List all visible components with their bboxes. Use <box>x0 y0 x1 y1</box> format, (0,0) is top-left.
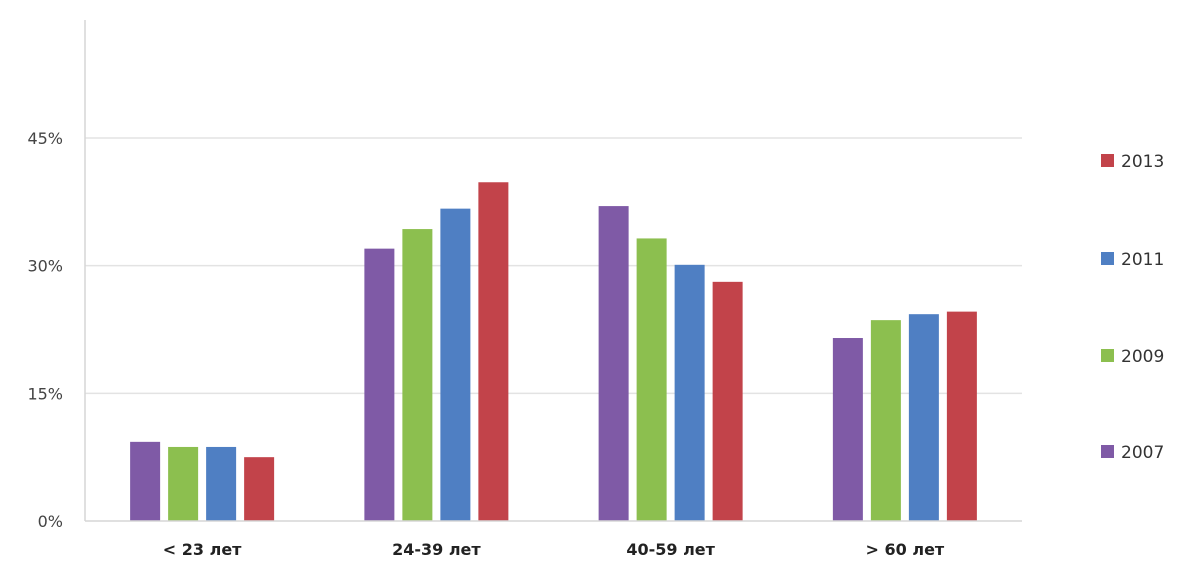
bar-2007-1 <box>130 441 161 521</box>
bar-2013-1 <box>244 457 275 521</box>
bar-2011-4 <box>908 314 939 521</box>
bar-2013-4 <box>946 311 977 521</box>
y-tick-label: 45% <box>27 129 63 148</box>
x-category-label: < 23 лет <box>163 540 242 559</box>
bar-2009-4 <box>870 320 901 521</box>
bar-2011-1 <box>206 446 237 521</box>
bar-2013-3 <box>712 281 743 521</box>
legend-swatch-2013 <box>1101 154 1114 167</box>
bar-2009-2 <box>402 229 433 521</box>
x-category-label: > 60 лет <box>866 540 945 559</box>
bar-2011-3 <box>674 264 705 521</box>
legend-label-2009: 2009 <box>1121 347 1164 367</box>
legend-label-2007: 2007 <box>1121 443 1164 463</box>
legend-swatch-2007 <box>1101 445 1114 458</box>
legend-swatch-2009 <box>1101 349 1114 362</box>
bar-2007-4 <box>832 338 863 521</box>
y-tick-label: 15% <box>27 384 63 403</box>
legend-label-2011: 2011 <box>1121 250 1164 270</box>
bar-2007-2 <box>364 248 395 521</box>
legend-swatch-2011 <box>1101 252 1114 265</box>
bar-2009-3 <box>636 238 667 522</box>
bar-2009-1 <box>168 446 199 521</box>
bars <box>130 182 977 522</box>
y-tick-label: 30% <box>27 257 63 276</box>
y-tick-label: 0% <box>38 512 63 531</box>
bar-2013-2 <box>478 182 509 521</box>
legend-label-2013: 2013 <box>1121 152 1164 172</box>
legend: 2013 2011 2009 2007 <box>1101 152 1164 463</box>
x-category-label: 24-39 лет <box>392 540 481 559</box>
bar-2007-3 <box>598 206 629 522</box>
gridlines <box>85 137 1022 395</box>
bar-2011-2 <box>440 208 471 522</box>
axes: 0% 15% 30% 45% < 23 лет 24-39 лет 40-59 лет > 6… <box>27 20 1022 559</box>
x-category-label: 40-59 лет <box>626 540 715 559</box>
